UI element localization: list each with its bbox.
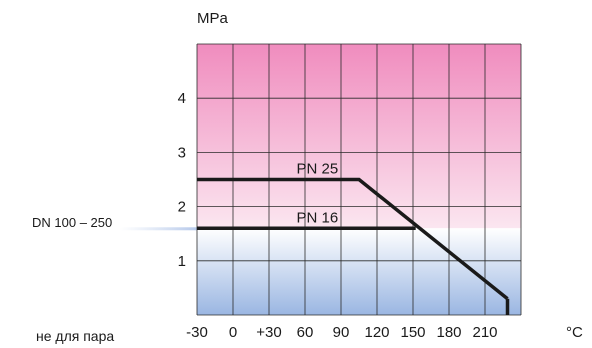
series-lines: PN 25 PN 16 (197, 161, 510, 315)
x-tick-label: 60 (297, 324, 314, 341)
y-tick-label: 4 (178, 90, 186, 107)
upper-pink-band (197, 44, 521, 229)
x-tick-label: 120 (364, 324, 389, 341)
x-tick-label: 210 (472, 324, 497, 341)
y-tick-label: 2 (178, 199, 186, 216)
grid (196, 43, 522, 316)
series-line-pn-25 (197, 177, 509, 301)
x-tick-label: 90 (333, 324, 350, 341)
x-tick-label: 180 (436, 324, 461, 341)
lower-blue-band (197, 228, 521, 315)
x-tick-label: 0 (229, 324, 237, 341)
tick-labels: -30 0 +30 60 90 120 150 180 210 1 2 3 4 (178, 90, 498, 341)
dn-range-label: DN 100 – 250 (32, 215, 112, 230)
x-tick-label: +30 (256, 324, 281, 341)
x-axis-unit-label: °C (566, 324, 583, 341)
not-for-steam-note: не для пара (36, 328, 114, 344)
y-axis-label: MPa (197, 10, 229, 27)
y-tick-label: 1 (178, 253, 186, 270)
series-label: PN 25 (297, 161, 339, 178)
series-label: PN 16 (297, 209, 339, 226)
x-tick-label: -30 (186, 324, 208, 341)
dn-leader-bar (120, 227, 197, 231)
x-tick-label: 150 (400, 324, 425, 341)
y-tick-label: 3 (178, 144, 186, 161)
